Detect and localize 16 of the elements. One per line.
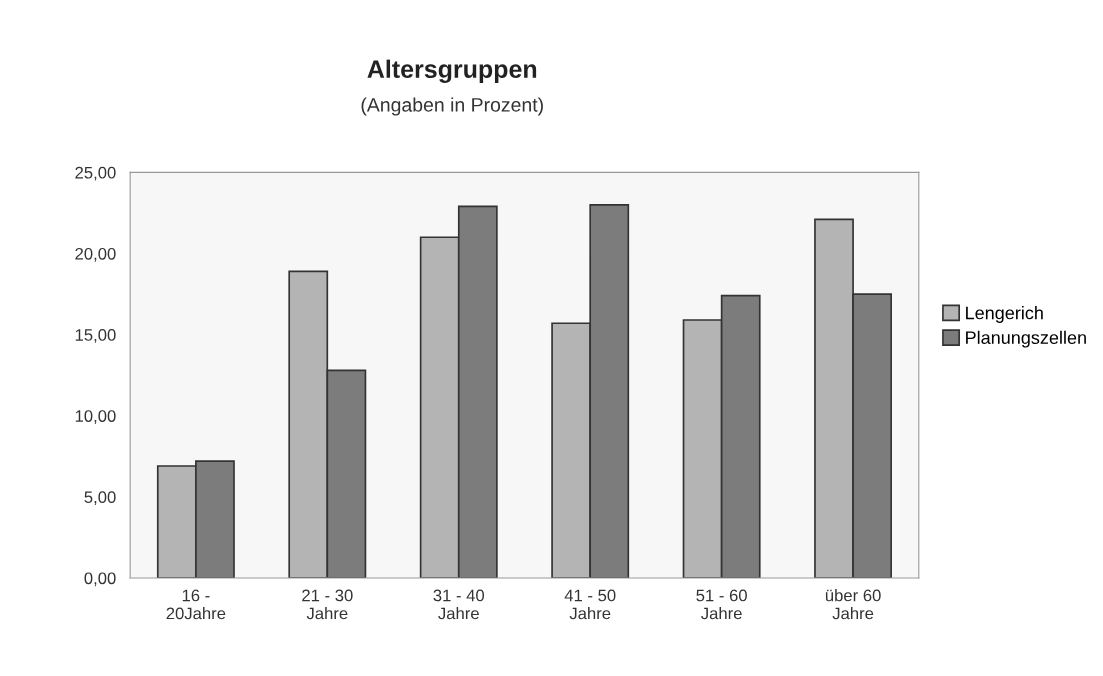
x-tick-label: 31 - 40 Jahre	[433, 589, 485, 620]
y-tick-label: 5,00	[84, 491, 116, 506]
chart-subtitle: (Angaben in Prozent)	[361, 97, 543, 116]
x-tick-label: 51 - 60 Jahre	[696, 589, 747, 620]
y-tick-label: 25,00	[75, 166, 116, 181]
x-tick-label: 21 - 30 Jahre	[302, 589, 353, 620]
x-tick-label: 41 - 50 Jahre	[564, 589, 616, 620]
y-tick-label: 15,00	[75, 329, 116, 343]
y-tick-label: 10,00	[75, 410, 116, 424]
y-tick-label: 0,00	[84, 572, 116, 587]
chart-title: Altersgruppen	[367, 59, 537, 84]
legend-label: Planungszellen	[966, 330, 1086, 348]
y-tick-label: 20,00	[75, 247, 116, 262]
x-tick-label: 16 - 20Jahre	[166, 589, 226, 620]
x-tick-label: über 60 Jahre	[825, 589, 881, 620]
legend-label: Lengerich	[966, 306, 1043, 323]
